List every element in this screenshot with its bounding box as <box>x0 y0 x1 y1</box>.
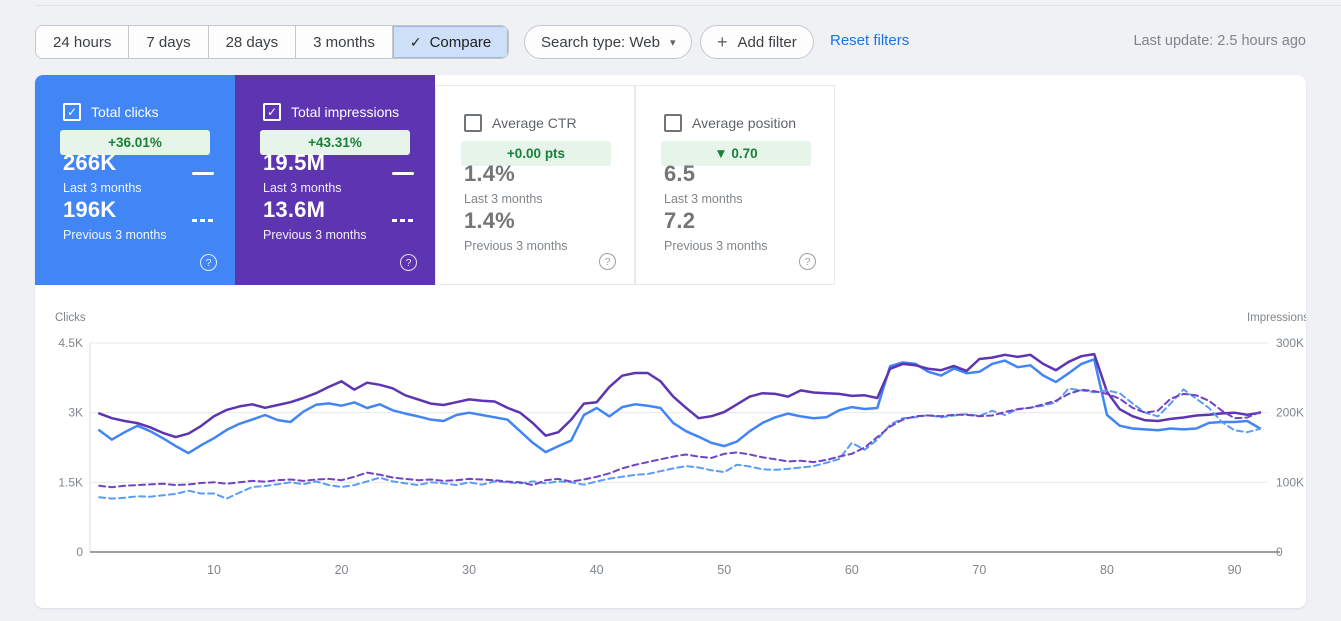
tile-label: Average position <box>692 115 797 131</box>
solid-line-icon <box>392 172 414 175</box>
line-chart-svg[interactable]: Clicks Impressions 4.5K 3K 1.5K 0 300K 200K 100K… <box>35 303 1309 603</box>
average-ctr-checkbox-row[interactable]: Average CTR <box>464 114 577 132</box>
tile-label: Total clicks <box>91 104 159 120</box>
left-axis-title: Clicks <box>55 312 86 324</box>
dashed-line-icon <box>192 219 214 222</box>
performance-card: ✓ Total clicks +36.01% 266K Last 3 month… <box>35 75 1309 608</box>
range-button-3-months[interactable]: 3 months <box>296 26 393 58</box>
x-tick-label: 80 <box>1100 563 1114 577</box>
help-icon[interactable]: ? <box>799 253 816 270</box>
checkmark-icon: ✓ <box>409 33 422 50</box>
range-button-compare-label: Compare <box>429 33 492 51</box>
x-tick-label: 30 <box>462 563 476 577</box>
previous-value: 13.6M <box>263 197 326 222</box>
dashed-line-icon <box>392 219 414 222</box>
last-update-text: Last update: 2.5 hours ago <box>1133 33 1306 49</box>
range-button-24-hours[interactable]: 24 hours <box>36 26 130 58</box>
series-clicks-previous-3-months <box>98 387 1261 500</box>
date-range-group: 24 hours 7 days 28 days 3 months ✓ Compa… <box>35 25 510 59</box>
add-filter-button[interactable]: + Add filter <box>700 25 814 59</box>
delta-badge: +36.01% <box>60 130 210 155</box>
previous-label: Previous 3 months <box>664 239 768 253</box>
x-tick-label: 10 <box>207 563 221 577</box>
average-position-checkbox-row[interactable]: Average position <box>664 114 796 132</box>
metric-tile-average-position[interactable]: Average position ▼ 0.70 6.5 Last 3 month… <box>635 85 835 285</box>
right-tick-label: 300K <box>1276 336 1304 350</box>
tile-label: Average CTR <box>492 115 577 131</box>
range-button-28-days[interactable]: 28 days <box>208 26 297 58</box>
help-icon[interactable]: ? <box>200 254 217 271</box>
delta-badge: ▼ 0.70 <box>661 141 811 166</box>
checkbox-checked-icon[interactable]: ✓ <box>263 103 281 121</box>
previous-value: 7.2 <box>664 208 696 233</box>
range-button-compare[interactable]: ✓ Compare <box>392 26 509 58</box>
range-button-7-days[interactable]: 7 days <box>129 26 209 58</box>
x-tick-label: 70 <box>972 563 986 577</box>
current-value: 6.5 <box>664 161 696 186</box>
checkbox-unchecked-icon[interactable] <box>664 114 682 132</box>
current-label: Last 3 months <box>464 192 543 206</box>
x-tick-label: 40 <box>590 563 604 577</box>
add-filter-label: Add filter <box>737 33 797 51</box>
metric-tile-total-clicks[interactable]: ✓ Total clicks +36.01% 266K Last 3 month… <box>35 75 235 285</box>
checkbox-checked-icon[interactable]: ✓ <box>63 103 81 121</box>
previous-value: 1.4% <box>464 208 515 233</box>
series-clicks-last-3-months <box>97 358 1262 455</box>
current-label: Last 3 months <box>63 181 142 195</box>
plus-icon: + <box>717 32 728 52</box>
total-impressions-checkbox-row[interactable]: ✓ Total impressions <box>263 103 399 121</box>
series-impressions-last-3-months <box>97 352 1262 439</box>
metric-tile-total-impressions[interactable]: ✓ Total impressions +43.31% 19.5M Last 3… <box>235 75 435 285</box>
chevron-down-icon: ▾ <box>669 36 676 49</box>
current-value: 266K <box>63 150 117 175</box>
reset-filters-link[interactable]: Reset filters <box>830 32 910 49</box>
total-clicks-checkbox-row[interactable]: ✓ Total clicks <box>63 103 159 121</box>
x-tick-label: 90 <box>1228 563 1242 577</box>
right-tick-label: 100K <box>1276 475 1304 489</box>
previous-value: 196K <box>63 197 117 222</box>
solid-line-icon <box>192 172 214 175</box>
previous-label: Previous 3 months <box>263 228 367 242</box>
filter-toolbar: 24 hours 7 days 28 days 3 months ✓ Compa… <box>35 25 1306 59</box>
search-type-dropdown[interactable]: Search type: Web ▾ <box>524 25 693 59</box>
right-tick-label: 200K <box>1276 406 1304 420</box>
performance-chart[interactable]: Clicks Impressions 4.5K 3K 1.5K 0 300K 200K 100K… <box>35 303 1309 603</box>
help-icon[interactable]: ? <box>400 254 417 271</box>
left-tick-label: 1.5K <box>58 475 83 489</box>
checkbox-unchecked-icon[interactable] <box>464 114 482 132</box>
series-impressions-previous-3-months <box>98 388 1261 489</box>
toolbar-divider <box>505 27 506 56</box>
current-label: Last 3 months <box>263 181 342 195</box>
current-label: Last 3 months <box>664 192 743 206</box>
help-icon[interactable]: ? <box>599 253 616 270</box>
left-tick-label: 4.5K <box>58 336 83 350</box>
x-tick-label: 50 <box>717 563 731 577</box>
previous-label: Previous 3 months <box>63 228 167 242</box>
search-type-label: Search type: Web <box>541 33 660 51</box>
tile-label: Total impressions <box>291 104 400 120</box>
x-tick-label: 60 <box>845 563 859 577</box>
right-axis-title: Impressions <box>1247 312 1306 324</box>
top-divider <box>35 5 1341 6</box>
previous-label: Previous 3 months <box>464 239 568 253</box>
left-tick-label: 0 <box>76 545 83 559</box>
metric-tile-average-ctr[interactable]: Average CTR +0.00 pts 1.4% Last 3 months… <box>435 85 635 285</box>
left-tick-label: 3K <box>68 406 83 420</box>
delta-badge: +43.31% <box>260 130 410 155</box>
right-tick-label: 0 <box>1276 545 1283 559</box>
current-value: 1.4% <box>464 161 515 186</box>
current-value: 19.5M <box>263 150 326 175</box>
delta-badge: +0.00 pts <box>461 141 611 166</box>
x-tick-label: 20 <box>335 563 349 577</box>
